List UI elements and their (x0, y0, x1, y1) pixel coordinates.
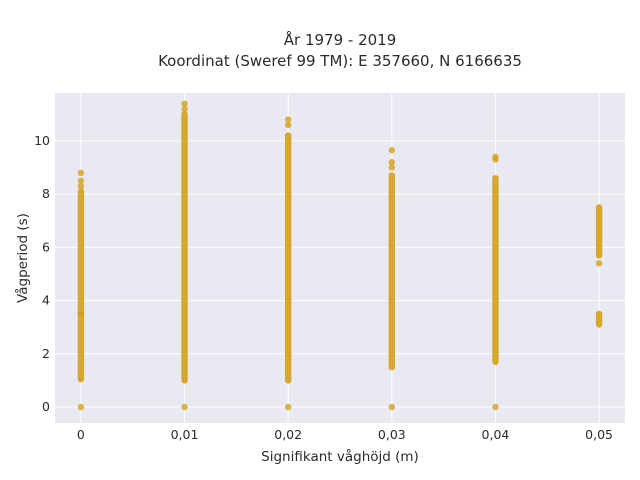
data-point-cluster (77, 310, 85, 383)
data-point (77, 169, 85, 177)
data-point (492, 153, 499, 161)
data-point (181, 403, 188, 411)
data-point-cluster (492, 174, 499, 365)
data-point (388, 164, 396, 171)
data-point (388, 403, 396, 411)
y-axis-label: Vågperiod (s) (14, 213, 31, 303)
x-tick-label: 0,04 (482, 427, 510, 442)
y-tick-label: 10 (34, 133, 50, 148)
x-axis-label: Signifikant våghöjd (m) (261, 448, 419, 465)
data-point-cluster (77, 188, 85, 318)
y-tick-label: 0 (42, 399, 50, 414)
data-column (181, 100, 188, 411)
data-column (388, 147, 396, 411)
x-tick-label: 0,05 (585, 427, 613, 442)
data-point (181, 100, 188, 107)
x-tick-label: 0,01 (171, 427, 199, 442)
data-point (77, 177, 85, 185)
x-tick-label: 0,02 (274, 427, 302, 442)
data-point (77, 182, 85, 190)
y-tick-label: 6 (42, 239, 50, 254)
data-point (181, 105, 188, 113)
data-point (284, 116, 292, 123)
data-point-cluster (284, 132, 292, 384)
data-point (77, 403, 85, 411)
data-column (284, 116, 292, 411)
plot-area (55, 93, 625, 423)
y-tick-label: 2 (42, 346, 50, 361)
y-tick-labels: 0 2 4 6 8 10 (34, 133, 50, 414)
data-point (284, 121, 292, 129)
data-point (388, 158, 396, 166)
data-column (77, 169, 85, 411)
data-point-cluster (181, 111, 188, 384)
data-point (284, 403, 292, 411)
data-points (77, 100, 603, 411)
chart-title: År 1979 - 2019 Koordinat (Sweref 99 TM):… (158, 30, 522, 70)
x-tick-label: 0 (77, 427, 85, 442)
x-tick-label: 0,03 (378, 427, 406, 442)
data-point (595, 260, 603, 267)
data-point-cluster (595, 310, 603, 328)
title-line-1: År 1979 - 2019 (284, 30, 397, 49)
data-point-cluster (595, 204, 603, 259)
data-point (492, 403, 499, 411)
data-point-cluster (388, 172, 396, 371)
data-column (492, 153, 499, 411)
title-line-2: Koordinat (Sweref 99 TM): E 357660, N 61… (158, 52, 522, 70)
y-tick-label: 8 (42, 186, 50, 201)
data-column (595, 204, 603, 328)
data-point (388, 147, 396, 154)
x-tick-labels: 0 0,01 0,02 0,03 0,04 0,05 (77, 427, 613, 442)
y-tick-label: 4 (42, 293, 50, 308)
